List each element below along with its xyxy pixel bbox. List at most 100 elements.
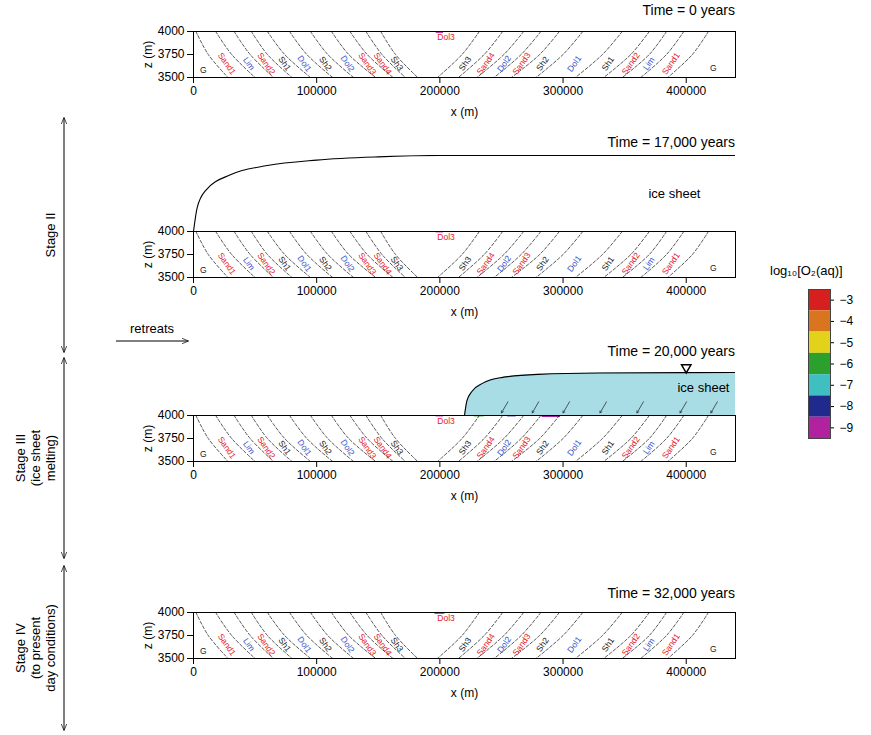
svg-text:Sand4: Sand4 <box>474 631 496 657</box>
svg-text:Lim: Lim <box>641 255 657 272</box>
svg-text:Sand3: Sand3 <box>510 631 532 657</box>
svg-text:Sand2: Sand2 <box>255 632 277 658</box>
svg-text:3750: 3750 <box>158 431 185 445</box>
svg-text:z (m): z (m) <box>141 241 155 268</box>
svg-text:300000: 300000 <box>543 468 583 482</box>
svg-text:Sh3: Sh3 <box>389 254 406 272</box>
svg-text:0: 0 <box>190 665 197 679</box>
svg-text:Sh2: Sh2 <box>534 635 551 653</box>
svg-text:(to present: (to present <box>28 617 43 680</box>
svg-text:200000: 200000 <box>420 284 460 298</box>
svg-text:Sand4: Sand4 <box>372 632 394 658</box>
svg-text:Sh3: Sh3 <box>456 438 473 456</box>
svg-text:G: G <box>200 65 207 75</box>
svg-text:x (m): x (m) <box>451 489 478 503</box>
svg-text:−6: −6 <box>840 357 854 371</box>
svg-text:Dol1: Dol1 <box>295 438 313 458</box>
svg-text:−8: −8 <box>840 399 854 413</box>
svg-text:Sh3: Sh3 <box>389 54 406 72</box>
svg-text:Sand4: Sand4 <box>474 434 496 460</box>
svg-text:Dol2: Dol2 <box>339 254 357 274</box>
svg-text:Sh2: Sh2 <box>534 438 551 456</box>
svg-text:Sh2: Sh2 <box>534 254 551 272</box>
svg-text:0: 0 <box>190 468 197 482</box>
svg-text:400000: 400000 <box>666 665 706 679</box>
svg-text:Lim: Lim <box>241 55 257 72</box>
svg-text:Sh1: Sh1 <box>276 438 293 456</box>
svg-text:200000: 200000 <box>420 468 460 482</box>
svg-text:3500: 3500 <box>158 70 185 84</box>
svg-text:3500: 3500 <box>158 270 185 284</box>
svg-text:−9: −9 <box>840 421 854 435</box>
svg-text:Sand1: Sand1 <box>660 434 682 460</box>
svg-text:4000: 4000 <box>158 408 185 422</box>
svg-text:300000: 300000 <box>543 665 583 679</box>
svg-text:Dol2: Dol2 <box>339 54 357 74</box>
svg-text:Sh3: Sh3 <box>389 635 406 653</box>
svg-text:Sand2: Sand2 <box>255 251 277 277</box>
svg-text:400000: 400000 <box>666 284 706 298</box>
svg-text:Sh2: Sh2 <box>317 254 334 272</box>
svg-text:G: G <box>200 265 207 275</box>
svg-text:400000: 400000 <box>666 468 706 482</box>
svg-text:Sh2: Sh2 <box>534 54 551 72</box>
svg-text:100000: 100000 <box>297 665 337 679</box>
svg-text:Sh1: Sh1 <box>599 54 616 72</box>
svg-text:Stage IV: Stage IV <box>13 623 28 673</box>
svg-text:Stage III: Stage III <box>13 434 28 482</box>
svg-text:G: G <box>710 447 717 457</box>
svg-text:Sh1: Sh1 <box>276 254 293 272</box>
svg-text:Dol1: Dol1 <box>565 437 583 457</box>
svg-text:200000: 200000 <box>420 84 460 98</box>
svg-text:Sand1: Sand1 <box>216 51 238 77</box>
svg-text:100000: 100000 <box>297 284 337 298</box>
svg-text:Sand4: Sand4 <box>372 251 394 277</box>
svg-text:300000: 300000 <box>543 84 583 98</box>
svg-text:Sh3: Sh3 <box>456 254 473 272</box>
svg-text:Dol1: Dol1 <box>295 254 313 274</box>
svg-text:Sand2: Sand2 <box>255 51 277 77</box>
svg-text:300000: 300000 <box>543 284 583 298</box>
svg-text:Sand2: Sand2 <box>620 434 642 460</box>
svg-text:Sh2: Sh2 <box>317 635 334 653</box>
svg-text:x (m): x (m) <box>451 686 478 700</box>
svg-text:0: 0 <box>190 284 197 298</box>
svg-text:G: G <box>200 449 207 459</box>
svg-text:Dol2: Dol2 <box>339 635 357 655</box>
svg-text:Sand2: Sand2 <box>620 250 642 276</box>
svg-text:G: G <box>200 646 207 656</box>
svg-text:Dol1: Dol1 <box>565 253 583 273</box>
svg-text:Sand1: Sand1 <box>216 251 238 277</box>
svg-text:100000: 100000 <box>297 468 337 482</box>
svg-text:200000: 200000 <box>420 665 460 679</box>
svg-text:Sh3: Sh3 <box>456 635 473 653</box>
svg-text:Dol2: Dol2 <box>495 437 513 457</box>
svg-text:Dol3: Dol3 <box>437 416 455 426</box>
svg-text:Lim: Lim <box>241 636 257 653</box>
svg-text:3750: 3750 <box>158 628 185 642</box>
svg-text:ice sheet: ice sheet <box>677 380 729 395</box>
svg-text:Dol2: Dol2 <box>495 253 513 273</box>
svg-text:ice sheet: ice sheet <box>648 186 700 201</box>
svg-text:Stage II: Stage II <box>43 213 58 258</box>
svg-text:3500: 3500 <box>158 651 185 665</box>
svg-text:melting): melting) <box>43 435 58 481</box>
svg-text:Sand4: Sand4 <box>474 50 496 76</box>
svg-text:Lim: Lim <box>241 255 257 272</box>
svg-text:Sh3: Sh3 <box>389 438 406 456</box>
svg-text:Sand3: Sand3 <box>510 50 532 76</box>
svg-text:Dol3: Dol3 <box>437 232 455 242</box>
svg-text:Dol3: Dol3 <box>437 32 455 42</box>
svg-text:3500: 3500 <box>158 454 185 468</box>
svg-text:Sh2: Sh2 <box>317 438 334 456</box>
svg-text:Sand1: Sand1 <box>216 632 238 658</box>
svg-text:Sh1: Sh1 <box>599 635 616 653</box>
svg-text:Lim: Lim <box>241 439 257 456</box>
svg-text:Sh1: Sh1 <box>599 254 616 272</box>
svg-text:3750: 3750 <box>158 247 185 261</box>
svg-text:Dol1: Dol1 <box>295 635 313 655</box>
svg-text:Sh1: Sh1 <box>276 54 293 72</box>
svg-text:Sand4: Sand4 <box>474 250 496 276</box>
svg-text:x (m): x (m) <box>451 105 478 119</box>
svg-text:(ice sheet: (ice sheet <box>28 429 43 486</box>
